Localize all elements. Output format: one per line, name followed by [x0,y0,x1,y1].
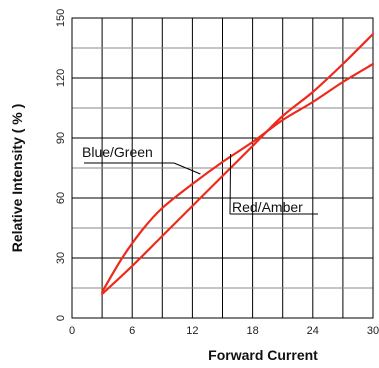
series-label-red-amber: Red/Amber [232,199,303,215]
y-tick-label: 90 [55,132,67,144]
x-tick-label: 18 [246,325,258,337]
y-tick-label: 120 [55,69,67,87]
x-tick-label: 12 [186,325,198,337]
callout-leader-blue-green [173,162,201,175]
x-axis-label: Forward Current [208,347,318,363]
y-axis-label: Relative Intensity ( % ) [9,104,25,253]
x-tick-label: 6 [129,325,135,337]
series-line-red-amber [101,32,375,296]
callout-leader-red-amber [229,153,232,215]
y-tick-label: 150 [55,9,67,27]
series-label-blue-green: Blue/Green [82,144,153,160]
plot-frame [71,17,374,319]
y-tick-label: 60 [55,192,67,204]
x-tick-label: 24 [307,325,319,337]
x-tick-label: 0 [69,325,75,337]
series-line-blue-green [101,62,375,294]
y-tick-label: 0 [55,315,67,321]
y-tick-label: 30 [55,252,67,264]
x-tick-label: 30 [367,325,379,337]
